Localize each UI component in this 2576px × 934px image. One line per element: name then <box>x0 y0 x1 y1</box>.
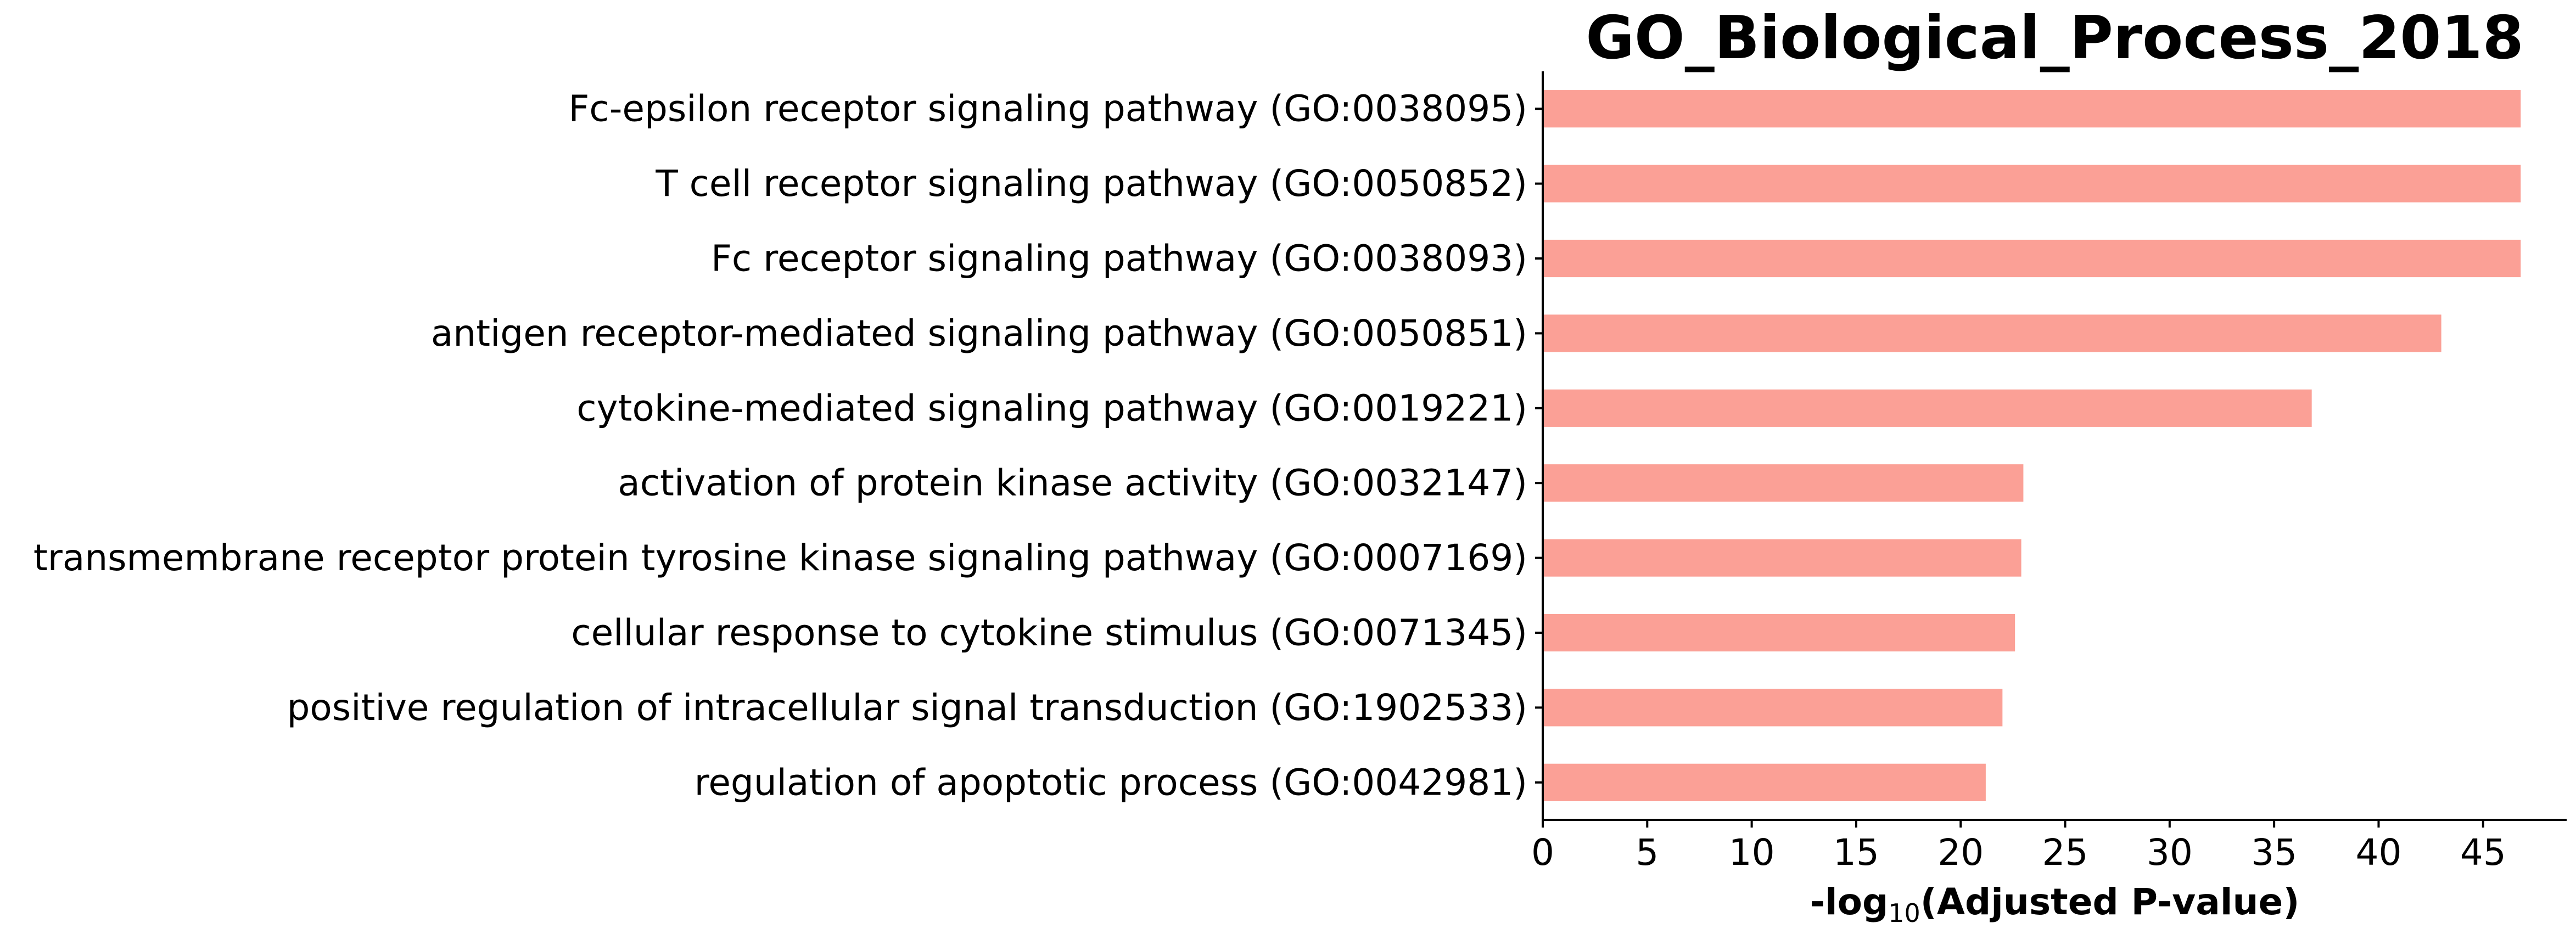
category-label: Fc-epsilon receptor signaling pathway (G… <box>568 88 1527 130</box>
bar <box>1543 389 2312 427</box>
x-tick-label: 20 <box>1937 831 1984 874</box>
category-label: antigen receptor-mediated signaling path… <box>431 312 1527 355</box>
x-axis-label-prefix: -log <box>1810 881 1889 923</box>
x-tick-label: 35 <box>2251 831 2297 874</box>
x-tick-label: 30 <box>2147 831 2193 874</box>
x-tick-label: 45 <box>2460 831 2506 874</box>
bar <box>1543 165 2521 202</box>
bar <box>1543 614 2015 652</box>
category-label: positive regulation of intracellular sig… <box>287 687 1527 729</box>
x-tick-label: 0 <box>1531 831 1554 874</box>
x-tick-label: 25 <box>2042 831 2088 874</box>
bar <box>1543 239 2521 278</box>
x-tick-label: 5 <box>1636 831 1659 874</box>
bar <box>1543 90 2521 128</box>
category-labels: Fc-epsilon receptor signaling pathway (G… <box>33 88 1527 804</box>
x-tick-label: 10 <box>1729 831 1775 874</box>
axes <box>1535 71 2567 821</box>
bar <box>1543 314 2441 352</box>
category-label: transmembrane receptor protein tyrosine … <box>33 537 1527 579</box>
x-axis-label-suffix: (Adjusted P-value) <box>1920 881 2300 923</box>
category-label: cytokine-mediated signaling pathway (GO:… <box>576 387 1527 429</box>
x-axis-label: -log10(Adjusted P-value) <box>1810 881 2300 928</box>
bar <box>1543 763 1986 801</box>
category-label: regulation of apoptotic process (GO:0042… <box>695 761 1527 803</box>
category-label: activation of protein kinase activity (G… <box>618 462 1527 504</box>
category-label: cellular response to cytokine stimulus (… <box>571 612 1527 654</box>
x-tick-label: 15 <box>1833 831 1879 874</box>
bar <box>1543 464 2024 502</box>
category-label: Fc receptor signaling pathway (GO:003809… <box>711 238 1527 280</box>
bar <box>1543 689 2003 727</box>
x-tick-label: 40 <box>2355 831 2401 874</box>
x-axis-label-subscript: 10 <box>1888 898 1920 928</box>
x-axis-ticks: 0 5 10 15 20 25 30 35 40 45 <box>1531 820 2506 874</box>
bar <box>1543 539 2021 577</box>
chart-title: GO_Biological_Process_2018 <box>1586 4 2524 72</box>
category-label: T cell receptor signaling pathway (GO:00… <box>655 162 1527 205</box>
bars-group <box>1543 90 2521 801</box>
